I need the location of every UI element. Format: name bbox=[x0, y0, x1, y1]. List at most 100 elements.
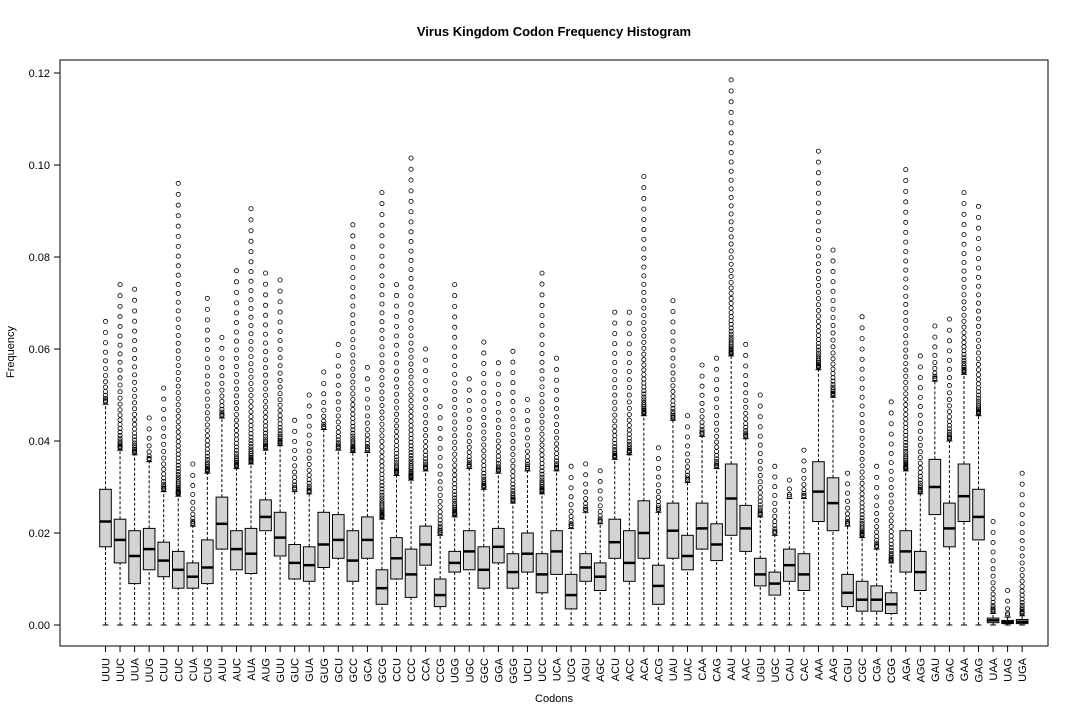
outlier-point bbox=[728, 99, 734, 105]
outlier-point bbox=[132, 308, 138, 314]
outlier-point bbox=[423, 405, 429, 411]
box-GUA bbox=[302, 392, 316, 626]
outlier-point bbox=[248, 404, 254, 410]
y-tick-label: 0.06 bbox=[29, 344, 50, 356]
outlier-point bbox=[379, 479, 385, 485]
outlier-point bbox=[437, 492, 443, 498]
outlier-point bbox=[539, 437, 545, 443]
outlier-point bbox=[190, 518, 196, 524]
outlier-point bbox=[146, 426, 152, 432]
outlier-point bbox=[161, 425, 167, 431]
outlier-point bbox=[685, 434, 691, 440]
x-tick-label: CCA bbox=[421, 657, 433, 681]
outlier-point bbox=[452, 303, 458, 309]
outlier-point bbox=[103, 392, 109, 398]
outlier-point bbox=[248, 449, 254, 455]
outlier-point bbox=[714, 420, 720, 426]
outlier-point bbox=[350, 373, 356, 379]
outlier-point bbox=[350, 320, 356, 326]
outlier-point bbox=[175, 281, 181, 287]
outlier-point bbox=[626, 439, 632, 445]
outlier-point bbox=[946, 316, 952, 322]
outlier-point bbox=[452, 495, 458, 501]
outlier-point bbox=[364, 443, 370, 449]
x-tick-label: UCA bbox=[552, 657, 564, 681]
outlier-point bbox=[437, 498, 443, 504]
outlier-point bbox=[728, 130, 734, 136]
x-tick-label: GCG bbox=[377, 658, 389, 683]
outlier-point bbox=[408, 317, 414, 323]
outlier-point bbox=[990, 519, 996, 525]
outlier-point bbox=[408, 301, 414, 307]
outlier-point bbox=[510, 407, 516, 413]
outlier-point bbox=[263, 322, 269, 328]
outlier-point bbox=[161, 455, 167, 461]
outlier-point bbox=[495, 449, 501, 455]
outlier-point bbox=[408, 267, 414, 273]
outlier-point bbox=[976, 214, 982, 220]
outlier-point bbox=[364, 364, 370, 370]
outlier-point bbox=[961, 232, 967, 238]
outlier-point bbox=[976, 330, 982, 336]
outlier-point bbox=[830, 378, 836, 384]
outlier-point bbox=[626, 427, 632, 433]
outlier-point bbox=[248, 438, 254, 444]
outlier-point bbox=[335, 399, 341, 405]
iqr-box bbox=[259, 499, 272, 532]
outlier-point bbox=[641, 394, 647, 400]
outlier-point bbox=[976, 274, 982, 280]
outlier-point bbox=[728, 203, 734, 209]
outlier-point bbox=[859, 469, 865, 475]
outlier-point bbox=[815, 245, 821, 251]
outlier-point bbox=[961, 360, 967, 366]
outlier-point bbox=[990, 549, 996, 555]
outlier-point bbox=[321, 369, 327, 375]
outlier-point bbox=[539, 391, 545, 397]
outlier-point bbox=[845, 520, 851, 526]
outlier-point bbox=[568, 508, 574, 514]
outlier-point bbox=[888, 553, 894, 559]
outlier-point bbox=[554, 461, 560, 467]
outlier-point bbox=[175, 213, 181, 219]
x-tick-label: CGG bbox=[886, 658, 898, 683]
outlier-point bbox=[103, 373, 109, 379]
outlier-point bbox=[510, 389, 516, 395]
outlier-point bbox=[190, 511, 196, 517]
outlier-point bbox=[728, 339, 734, 345]
outlier-point bbox=[641, 333, 647, 339]
outlier-point bbox=[175, 383, 181, 389]
outlier-point bbox=[641, 372, 647, 378]
outlier-point bbox=[321, 391, 327, 397]
x-tick-label: CUA bbox=[188, 657, 200, 681]
outlier-point bbox=[641, 236, 647, 242]
outlier-point bbox=[917, 483, 923, 489]
outlier-point bbox=[801, 458, 807, 464]
outlier-point bbox=[917, 375, 923, 381]
outlier-point bbox=[204, 433, 210, 439]
outlier-point bbox=[714, 405, 720, 411]
outlier-point bbox=[743, 404, 749, 410]
outlier-point bbox=[335, 429, 341, 435]
outlier-point bbox=[612, 423, 618, 429]
outlier-point bbox=[903, 448, 909, 454]
outlier-point bbox=[233, 371, 239, 377]
box-AUC bbox=[230, 268, 243, 626]
outlier-point bbox=[452, 397, 458, 403]
outlier-point bbox=[175, 424, 181, 430]
outlier-point bbox=[932, 334, 938, 340]
outlier-point bbox=[728, 267, 734, 273]
box-UUA bbox=[128, 286, 141, 626]
outlier-point bbox=[132, 387, 138, 393]
outlier-point bbox=[175, 233, 181, 239]
outlier-point bbox=[379, 327, 385, 333]
outlier-point bbox=[233, 422, 239, 428]
outlier-point bbox=[961, 324, 967, 330]
outlier-point bbox=[452, 457, 458, 463]
outlier-point bbox=[379, 382, 385, 388]
outlier-point bbox=[903, 178, 909, 184]
outlier-point bbox=[641, 290, 647, 296]
outlier-point bbox=[379, 233, 385, 239]
outlier-point bbox=[466, 457, 472, 463]
outlier-point bbox=[408, 368, 414, 374]
outlier-point bbox=[1019, 602, 1025, 608]
